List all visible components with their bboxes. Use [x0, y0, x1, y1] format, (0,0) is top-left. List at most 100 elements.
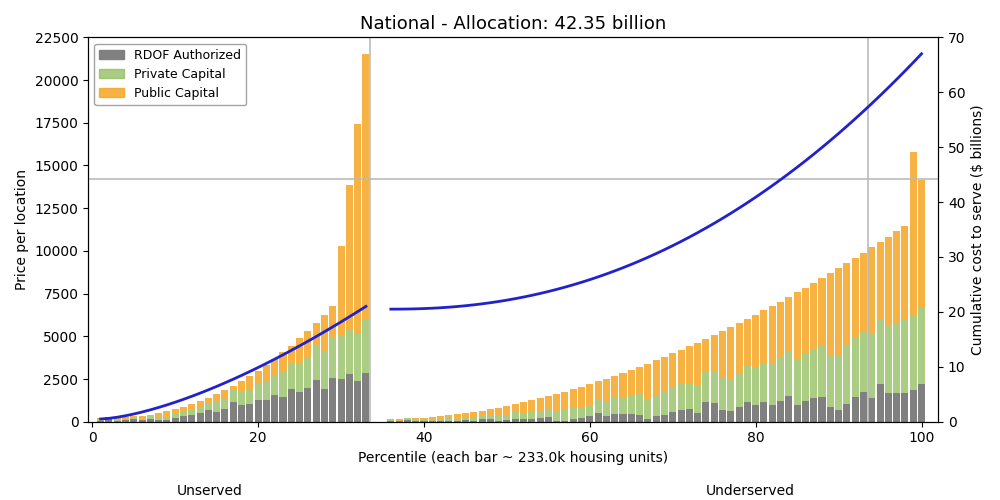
Bar: [810, 348, 817, 398]
Bar: [462, 417, 469, 420]
Bar: [221, 410, 228, 422]
Bar: [877, 320, 884, 384]
Bar: [404, 418, 411, 420]
Bar: [180, 412, 187, 416]
Bar: [105, 418, 112, 419]
Bar: [172, 414, 179, 418]
Bar: [155, 418, 162, 420]
Bar: [296, 364, 303, 392]
Bar: [512, 404, 519, 412]
Bar: [188, 404, 195, 409]
Bar: [827, 273, 834, 354]
Bar: [479, 415, 486, 419]
Bar: [520, 402, 527, 412]
Bar: [503, 416, 510, 420]
Bar: [537, 412, 544, 418]
Bar: [487, 419, 494, 422]
Bar: [487, 409, 494, 415]
Bar: [255, 384, 262, 400]
Bar: [843, 263, 850, 346]
Bar: [321, 351, 328, 389]
Bar: [338, 378, 345, 422]
Bar: [479, 410, 486, 415]
Bar: [611, 376, 618, 398]
Bar: [362, 319, 369, 373]
Bar: [404, 420, 411, 422]
Bar: [702, 339, 709, 372]
Bar: [97, 420, 104, 421]
Bar: [885, 324, 892, 392]
Bar: [702, 402, 709, 421]
Bar: [719, 378, 726, 410]
Bar: [180, 416, 187, 422]
Bar: [702, 372, 709, 402]
Bar: [197, 401, 204, 407]
Bar: [711, 403, 718, 421]
Bar: [918, 180, 925, 308]
Bar: [877, 242, 884, 320]
Bar: [205, 404, 212, 410]
Bar: [520, 419, 527, 422]
Bar: [794, 360, 801, 405]
Bar: [678, 410, 685, 422]
Bar: [221, 390, 228, 400]
Bar: [263, 382, 270, 400]
Bar: [545, 396, 552, 409]
Bar: [553, 394, 560, 411]
Bar: [205, 410, 212, 422]
Bar: [420, 418, 428, 420]
Bar: [893, 324, 900, 393]
Bar: [172, 409, 179, 414]
Y-axis label: Cumulative cost to serve ($ billions): Cumulative cost to serve ($ billions): [971, 104, 985, 355]
Bar: [420, 420, 428, 422]
Bar: [777, 357, 784, 401]
Bar: [329, 306, 336, 338]
Bar: [155, 420, 162, 422]
Bar: [619, 397, 627, 414]
Bar: [462, 413, 469, 417]
Bar: [636, 394, 643, 415]
Bar: [868, 398, 875, 421]
Bar: [387, 420, 394, 421]
Bar: [678, 350, 685, 384]
Bar: [628, 396, 635, 413]
Bar: [893, 231, 900, 324]
Bar: [205, 398, 212, 404]
Bar: [304, 358, 311, 388]
Bar: [221, 400, 228, 409]
Bar: [669, 354, 676, 388]
Bar: [918, 308, 925, 384]
Bar: [760, 364, 767, 403]
Bar: [644, 419, 651, 422]
Bar: [520, 412, 527, 419]
Bar: [711, 335, 718, 372]
Bar: [313, 380, 320, 422]
Bar: [122, 418, 129, 419]
Bar: [445, 418, 452, 421]
Bar: [578, 418, 585, 422]
Bar: [769, 306, 776, 364]
Bar: [727, 379, 734, 412]
Bar: [454, 414, 461, 419]
Bar: [213, 412, 220, 422]
Bar: [503, 406, 510, 415]
Bar: [586, 384, 593, 404]
Bar: [818, 398, 826, 421]
Bar: [586, 404, 593, 416]
Bar: [255, 370, 262, 384]
Bar: [603, 378, 610, 402]
Bar: [918, 384, 925, 422]
Bar: [910, 314, 917, 390]
Bar: [595, 399, 602, 413]
Bar: [570, 389, 577, 407]
Bar: [636, 415, 643, 422]
Bar: [694, 342, 701, 384]
Bar: [271, 394, 278, 421]
Bar: [163, 420, 170, 422]
Bar: [114, 418, 121, 420]
Bar: [313, 346, 320, 380]
Bar: [694, 384, 701, 413]
Bar: [752, 404, 759, 421]
Bar: [188, 410, 195, 415]
Bar: [470, 420, 477, 422]
